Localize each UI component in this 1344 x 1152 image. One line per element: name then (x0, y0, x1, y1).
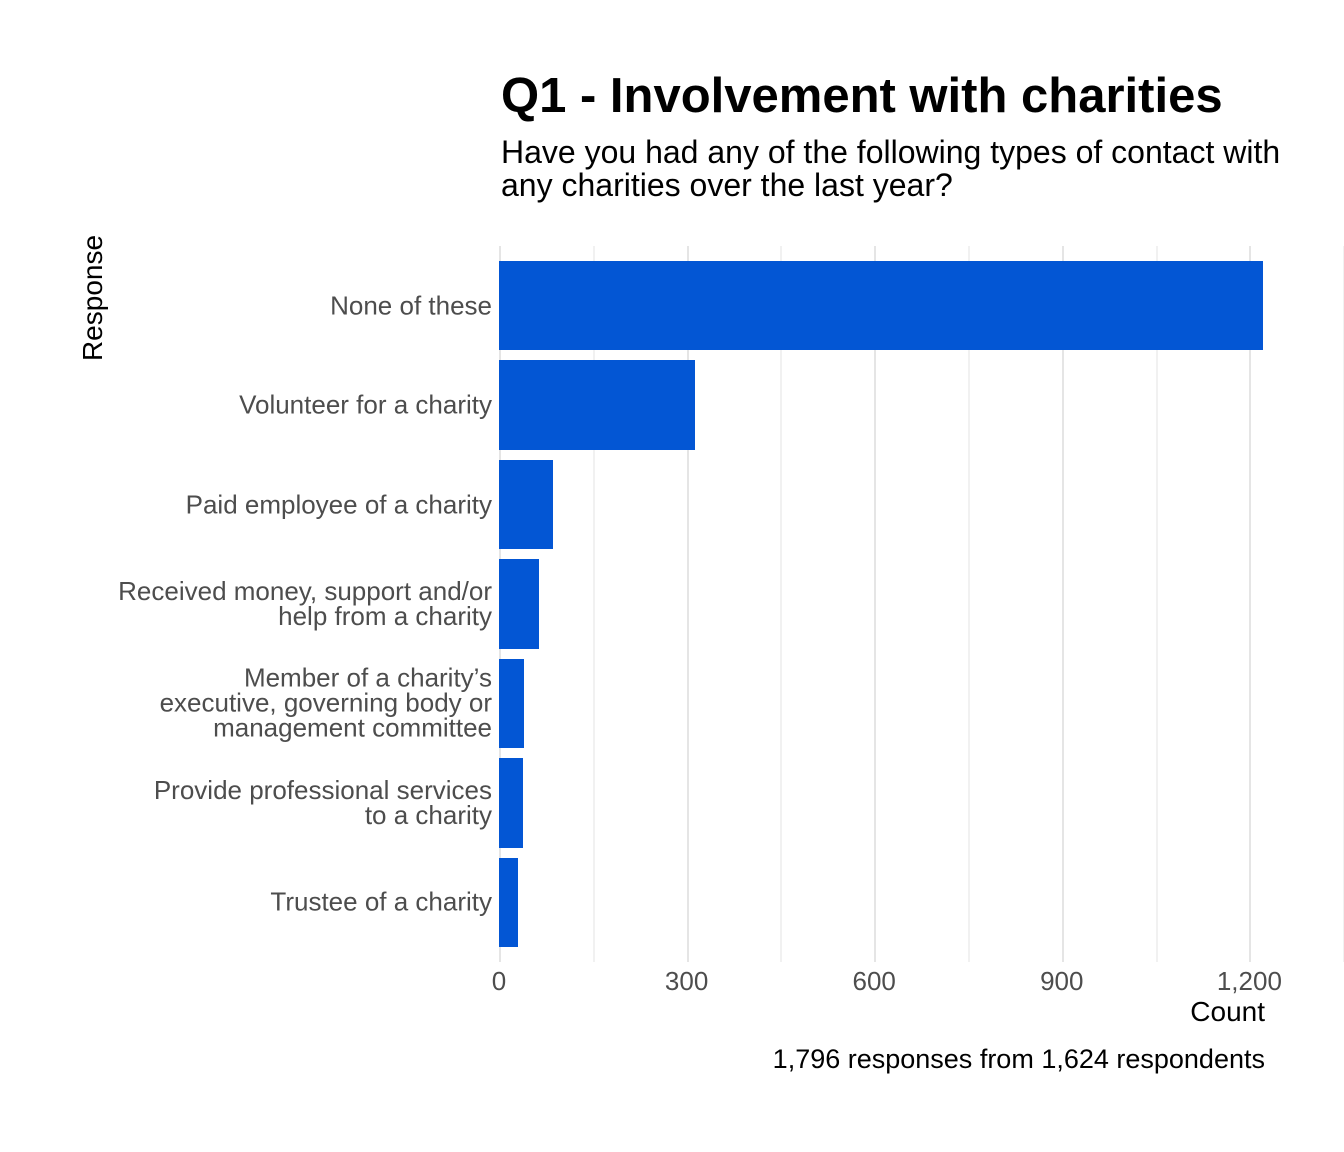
category-label: Paid employee of a charity (185, 489, 492, 520)
x-tick-label: 900 (1040, 966, 1084, 996)
category-label-line: management committee (213, 712, 492, 743)
x-tick-label: 0 (491, 966, 507, 996)
x-tick-label: 600 (852, 966, 896, 996)
category-label-line: Provide professional services (153, 774, 492, 805)
bar (499, 758, 523, 848)
bar (499, 559, 540, 649)
category-label: Trustee of a charity (270, 886, 492, 917)
gridline-minor (780, 246, 783, 962)
category-label-line: to a charity (364, 799, 492, 830)
bar (499, 459, 554, 550)
chart-subtitle-line-1: Have you had any of the following types … (501, 134, 1281, 170)
chart-subtitle-line-2: any charities over the last year? (501, 167, 953, 203)
plot-panel (499, 246, 1344, 962)
chart-subtitle: Have you had any of the following types … (501, 136, 1280, 202)
category-label-line: Volunteer for a charity (239, 389, 492, 420)
category-label-line: Trustee of a charity (270, 886, 492, 917)
y-axis-title: Response (77, 234, 108, 362)
chart-title: Q1 - Involvement with charities (501, 69, 1223, 123)
gridline-major (1249, 246, 1252, 962)
chart-caption: 1,796 responses from 1,624 respondents (772, 1044, 1265, 1074)
x-axis-title: Count (1190, 996, 1265, 1027)
category-label: Provide professional services to a charit… (153, 774, 492, 830)
gridline-minor (1155, 246, 1158, 962)
gridline-major (686, 246, 689, 962)
category-label: Member of a charity’s executive, governin… (159, 662, 492, 743)
category-label-line: None of these (330, 290, 492, 321)
bar (499, 658, 524, 749)
gridline-major (1061, 246, 1064, 962)
gridline-minor (592, 246, 595, 962)
x-tick-label: 300 (664, 966, 709, 996)
category-label-line: help from a charity (278, 601, 492, 631)
category-label-line: Member of a charity’s (243, 662, 492, 693)
category-label-line: Received money, support and/or (118, 576, 492, 606)
category-label-line: Paid employee of a charity (185, 489, 492, 520)
bar (499, 260, 1264, 351)
category-label: Received money, support and/or help from … (118, 576, 492, 631)
category-label: None of these (330, 290, 492, 321)
bar (499, 360, 696, 450)
category-label: Volunteer for a charity (239, 389, 492, 420)
x-tick-label: 1,200 (1216, 966, 1282, 996)
category-label-line: executive, governing body or (159, 687, 492, 718)
bar (499, 857, 519, 948)
gridline-major (874, 246, 877, 962)
gridline-minor (968, 246, 970, 962)
